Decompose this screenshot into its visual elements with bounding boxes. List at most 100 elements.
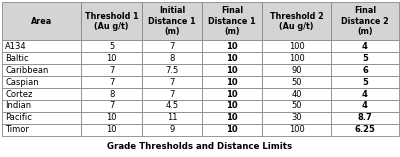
Bar [142,100,202,112]
Bar [82,76,142,88]
Text: Grade Thresholds and Distance Limits: Grade Thresholds and Distance Limits [108,142,292,151]
Bar [262,2,331,40]
Bar [331,76,399,88]
Bar [262,88,331,100]
Bar [331,64,399,76]
Bar [262,124,331,136]
Bar [2,112,82,124]
Text: 10: 10 [226,125,238,134]
Bar [142,52,202,64]
Text: 100: 100 [289,42,304,51]
Bar [82,52,142,64]
Bar [2,2,82,40]
Text: 10: 10 [226,113,238,122]
Bar [82,112,142,124]
Text: 6: 6 [362,66,368,75]
Text: Baltic: Baltic [5,54,29,63]
Text: 50: 50 [291,101,302,111]
Text: 6.25: 6.25 [354,125,376,134]
Text: 7: 7 [169,78,174,87]
Bar [331,112,399,124]
Text: 9: 9 [169,125,174,134]
Bar [202,76,262,88]
Text: Threshold 1
(Au g/t): Threshold 1 (Au g/t) [85,12,138,31]
Text: 10: 10 [106,113,117,122]
Bar [202,64,262,76]
Text: A134: A134 [5,42,27,51]
Bar [262,112,331,124]
Bar [2,52,82,64]
Text: 5: 5 [362,78,368,87]
Bar [82,64,142,76]
Bar [142,112,202,124]
Text: 8.7: 8.7 [358,113,372,122]
Text: 10: 10 [226,89,238,99]
Text: 50: 50 [291,78,302,87]
Bar [202,2,262,40]
Text: 4: 4 [362,101,368,111]
Text: 4: 4 [362,89,368,99]
Bar [142,64,202,76]
Bar [2,88,82,100]
Text: 5: 5 [362,54,368,63]
Text: 8: 8 [109,89,114,99]
Bar [202,52,262,64]
Bar [82,2,142,40]
Bar [2,64,82,76]
Bar [331,100,399,112]
Bar [82,100,142,112]
Bar [142,2,202,40]
Bar [142,124,202,136]
Text: 7: 7 [169,42,174,51]
Text: Caribbean: Caribbean [5,66,48,75]
Bar [2,100,82,112]
Bar [142,40,202,52]
Bar [262,100,331,112]
Bar [2,124,82,136]
Text: 90: 90 [291,66,302,75]
Text: 100: 100 [289,125,304,134]
Bar [142,88,202,100]
Text: 10: 10 [226,78,238,87]
Text: Timor: Timor [5,125,29,134]
Text: Cortez: Cortez [5,89,32,99]
Text: 7: 7 [109,66,114,75]
Bar [142,76,202,88]
Bar [202,40,262,52]
Bar [2,76,82,88]
Bar [331,40,399,52]
Text: 100: 100 [289,54,304,63]
Bar [202,112,262,124]
Text: 8: 8 [169,54,174,63]
Text: 10: 10 [226,54,238,63]
Text: Pacific: Pacific [5,113,32,122]
Text: 10: 10 [226,42,238,51]
Bar [262,76,331,88]
Text: 30: 30 [291,113,302,122]
Text: 10: 10 [226,66,238,75]
Text: Indian: Indian [5,101,31,111]
Text: Threshold 2
(Au g/t): Threshold 2 (Au g/t) [270,12,324,31]
Bar [331,88,399,100]
Text: 40: 40 [291,89,302,99]
Text: 11: 11 [167,113,177,122]
Bar [2,40,82,52]
Bar [262,52,331,64]
Bar [202,88,262,100]
Text: 7: 7 [109,101,114,111]
Text: 5: 5 [109,42,114,51]
Bar [82,124,142,136]
Text: Caspian: Caspian [5,78,39,87]
Bar [82,40,142,52]
Text: 10: 10 [226,101,238,111]
Text: 10: 10 [106,125,117,134]
Text: Final
Distance 1
(m): Final Distance 1 (m) [208,6,256,36]
Text: Final
Distance 2
(m): Final Distance 2 (m) [341,6,389,36]
Bar [262,40,331,52]
Text: 7.5: 7.5 [165,66,178,75]
Text: 4.5: 4.5 [165,101,178,111]
Text: 10: 10 [106,54,117,63]
Text: 7: 7 [169,89,174,99]
Bar [202,100,262,112]
Text: 7: 7 [109,78,114,87]
